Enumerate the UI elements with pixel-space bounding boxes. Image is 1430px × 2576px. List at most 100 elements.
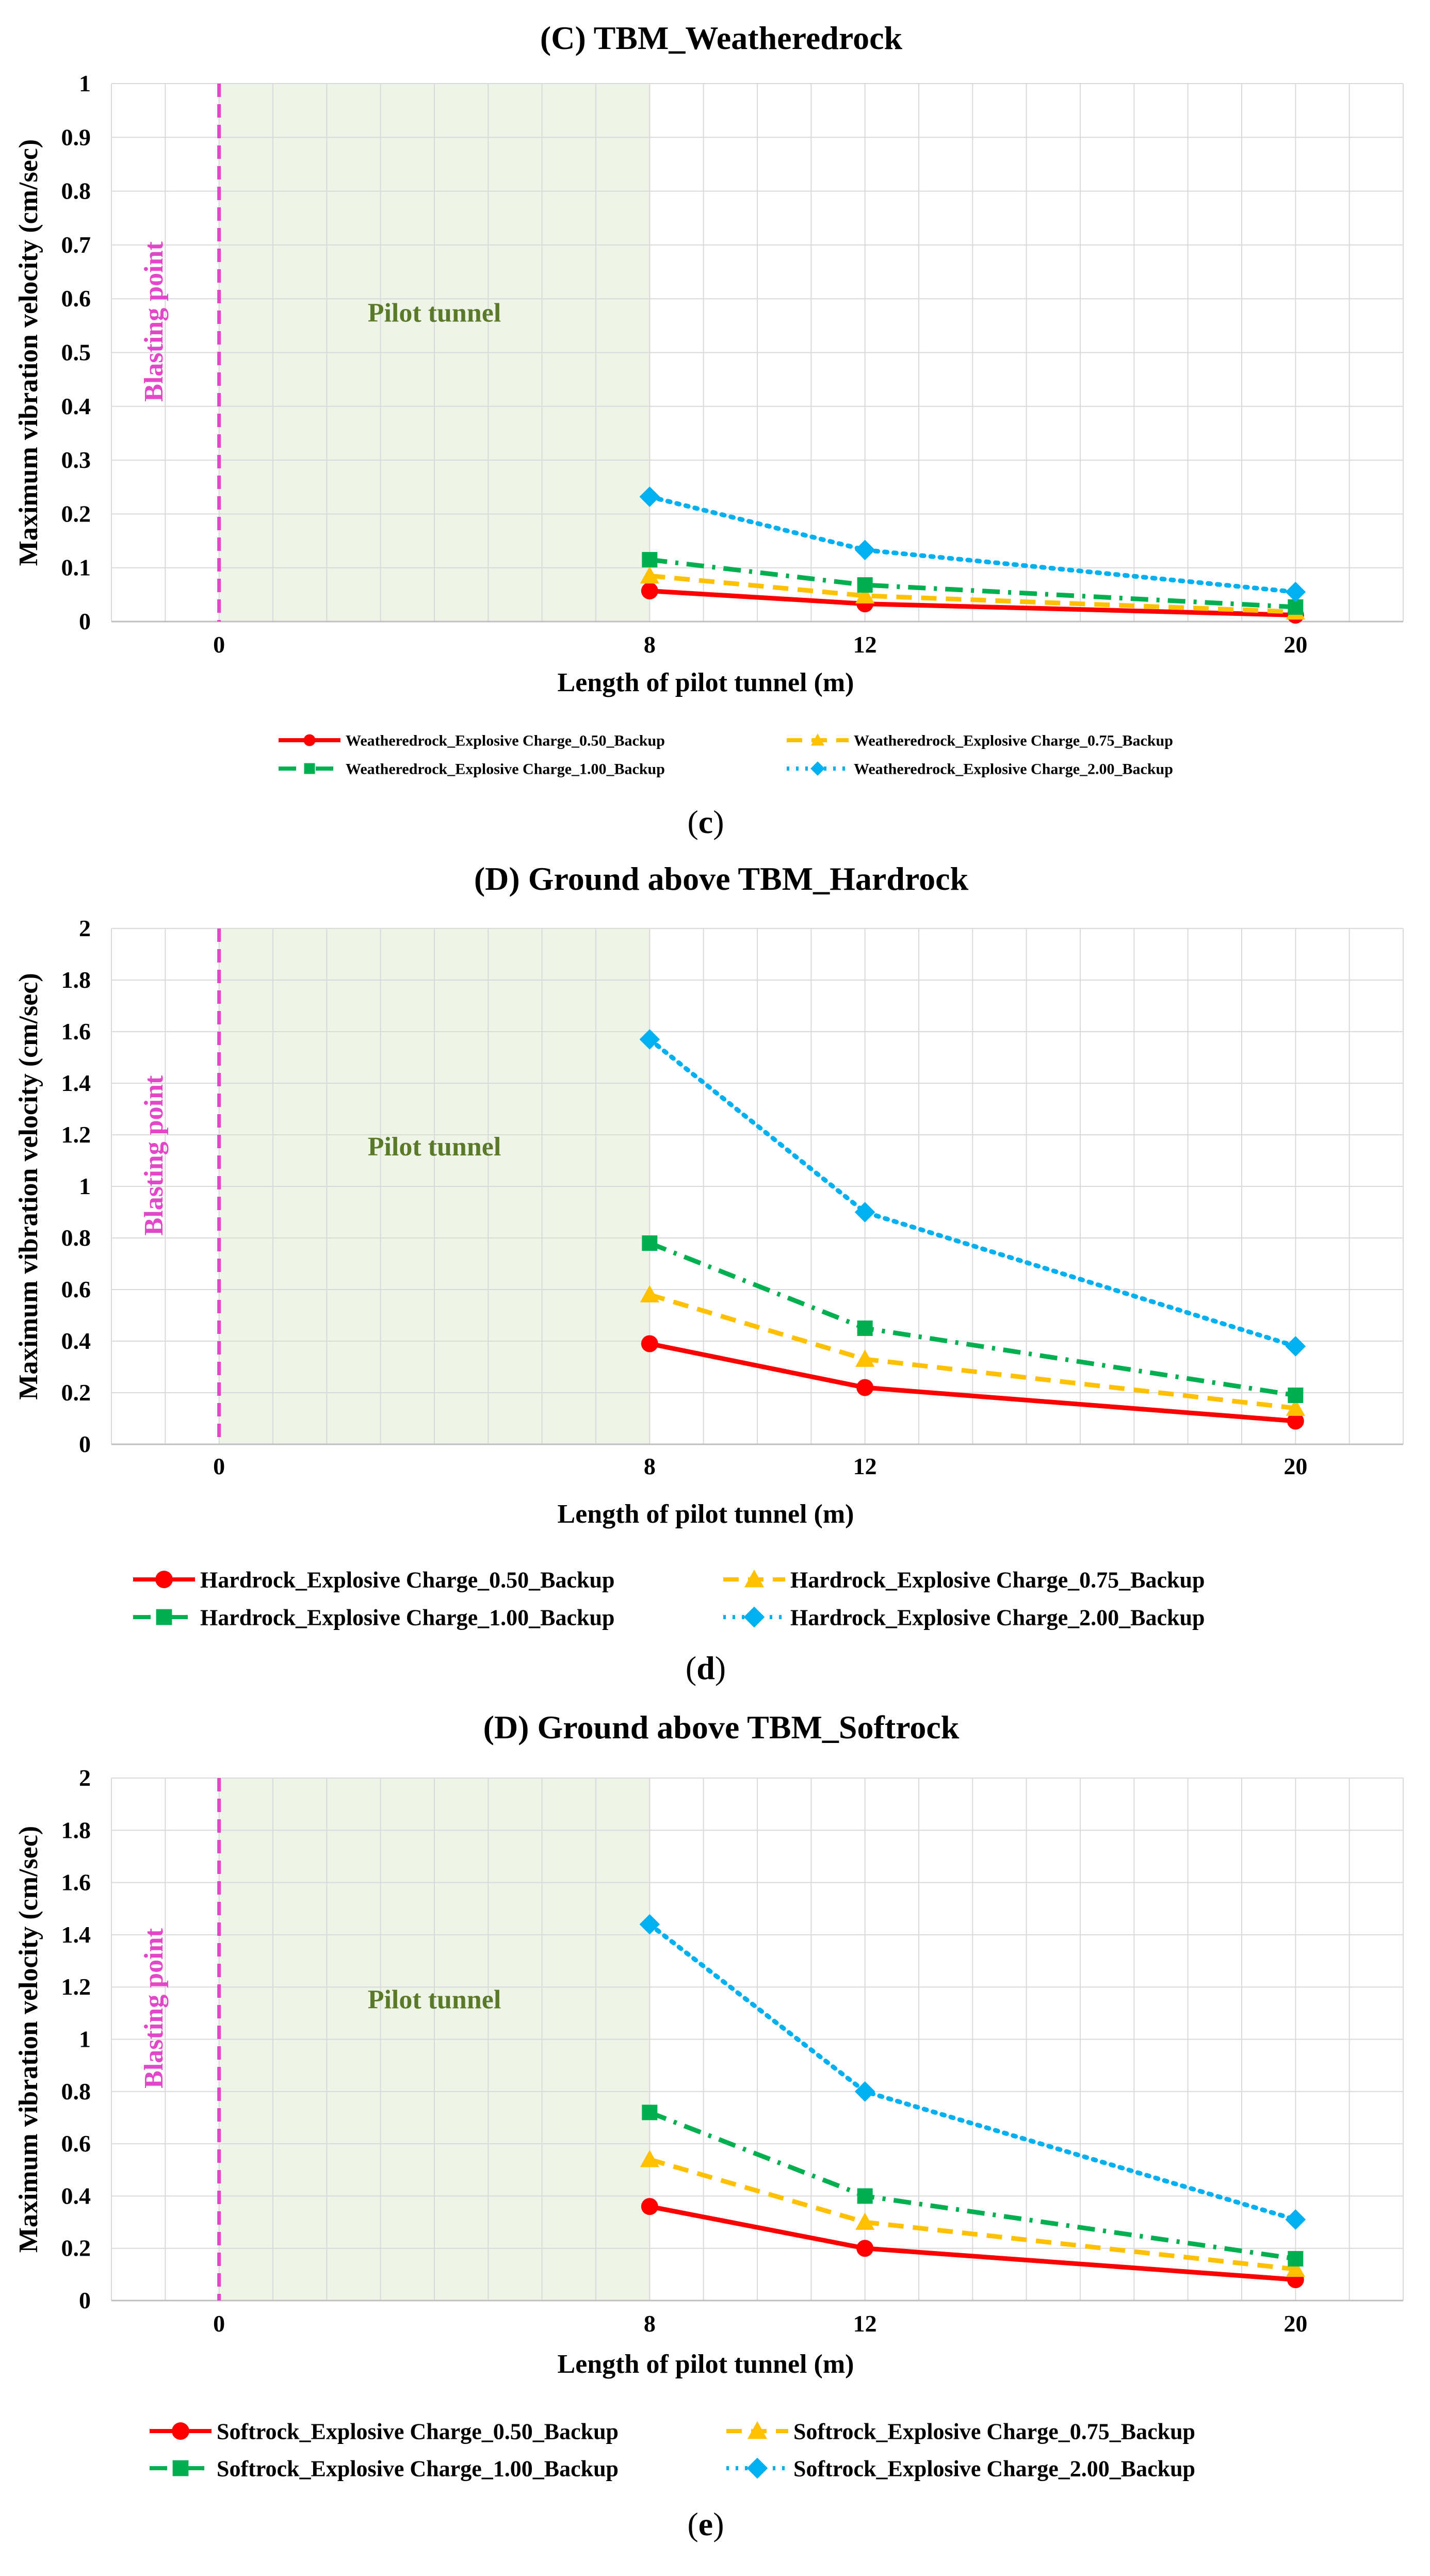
data-point-s3-1 [642, 2105, 658, 2121]
chart-title: (D) Ground above TBM_Hardrock [474, 860, 969, 897]
data-point-s3-2 [857, 1320, 873, 1336]
y-tick-label: 0.5 [61, 339, 91, 366]
y-tick-label: 0.6 [61, 285, 91, 312]
y-tick-label: 1 [79, 2026, 91, 2052]
y-tick-label: 0 [79, 608, 91, 634]
y-tick-label: 0.6 [61, 2130, 91, 2157]
y-tick-label: 1 [79, 70, 91, 96]
y-tick-label: 1 [79, 1173, 91, 1199]
y-axis-title: Maximum vibration velocity (cm/sec) [14, 973, 43, 1399]
x-tick-label: 8 [644, 1453, 656, 1479]
legend-label-4: Weatheredrock_Explosive Charge_2.00_Back… [854, 761, 1173, 778]
x-tick-label: 0 [213, 2310, 225, 2337]
data-point-s2-2 [855, 586, 875, 604]
legend-marker-3 [156, 1609, 172, 1625]
legend-marker-1 [172, 2422, 189, 2440]
data-point-s1-3 [1287, 1412, 1304, 1430]
legend-label-3: Hardrock_Explosive Charge_1.00_Backup [200, 1605, 614, 1630]
y-tick-label: 1.2 [61, 1974, 91, 2000]
blasting-point-label: Blasting point [139, 241, 169, 401]
data-point-s4-3 [1285, 1336, 1306, 1357]
data-point-s4-2 [854, 1202, 875, 1222]
series-line-4 [647, 1037, 1298, 1349]
legend-label-2: Weatheredrock_Explosive Charge_0.75_Back… [854, 732, 1173, 749]
blasting-point-label: Blasting point [139, 1928, 169, 2088]
y-tick-label: 0.4 [61, 393, 91, 419]
data-point-s1-2 [856, 1379, 874, 1396]
legend-label-3: Weatheredrock_Explosive Charge_1.00_Back… [346, 761, 665, 778]
legend-marker-2 [744, 1569, 765, 1588]
legend-marker-4 [810, 761, 825, 776]
y-tick-label: 0.2 [61, 2235, 91, 2261]
pilot-tunnel-label: Pilot tunnel [368, 1132, 501, 1162]
data-point-s3-2 [857, 2188, 873, 2204]
y-tick-label: 0.7 [61, 232, 91, 258]
data-point-s4-2 [854, 2081, 875, 2102]
data-point-s3-2 [857, 577, 873, 593]
y-axis-title: Maximum vibration velocity (cm/sec) [14, 1826, 43, 2253]
x-tick-label: 12 [853, 631, 877, 658]
y-tick-label: 1.6 [61, 1869, 91, 1896]
x-tick-label: 8 [644, 631, 656, 658]
legend-label-3: Softrock_Explosive Charge_1.00_Backup [217, 2456, 619, 2481]
data-point-s1-1 [641, 582, 658, 600]
x-tick-label: 20 [1283, 1453, 1307, 1479]
legend-marker-2 [810, 733, 825, 746]
legend-label-1: Hardrock_Explosive Charge_0.50_Backup [200, 1567, 614, 1592]
x-tick-label: 20 [1283, 631, 1307, 658]
chart-title: (C) TBM_Weatheredrock [540, 20, 903, 56]
y-tick-label: 1.6 [61, 1018, 91, 1045]
y-tick-label: 1.4 [61, 1070, 91, 1096]
y-tick-label: 0.4 [61, 1328, 91, 1354]
data-point-s4-1 [639, 486, 660, 507]
panel-label: (e) [687, 2506, 724, 2542]
y-tick-label: 0.1 [61, 555, 91, 581]
legend-marker-1 [155, 1571, 173, 1588]
data-point-s1-1 [641, 2198, 658, 2215]
data-point-s3-1 [642, 552, 658, 568]
chart-panel-e: (D) Ground above TBM_Softrock 0 0.2 0.4 0.6 0… [14, 1709, 1404, 2542]
legend-label-2: Hardrock_Explosive Charge_0.75_Backup [790, 1567, 1205, 1592]
legend-marker-4 [746, 2457, 768, 2479]
pilot-tunnel-label: Pilot tunnel [368, 1985, 501, 2015]
data-point-s2-1 [640, 2149, 659, 2167]
chart-panel-c: (C) TBM_Weatheredrock 0 0.1 0.2 0.3 0.4 0.5 0.6… [14, 20, 1404, 840]
data-point-s4-1 [639, 1914, 660, 1935]
x-axis-title: Length of pilot tunnel (m) [558, 1499, 854, 1529]
y-tick-label: 2 [79, 915, 91, 941]
data-point-s4-1 [639, 1029, 660, 1050]
y-tick-label: 2 [79, 1765, 91, 1791]
y-tick-label: 1.4 [61, 1921, 91, 1948]
x-tick-label: 20 [1283, 2310, 1307, 2337]
legend-marker-3 [172, 2460, 189, 2476]
data-point-s1-2 [856, 2240, 874, 2257]
y-tick-label: 0.8 [61, 1225, 91, 1251]
y-tick-label: 0.8 [61, 2078, 91, 2105]
legend-label-1: Softrock_Explosive Charge_0.50_Backup [217, 2419, 619, 2444]
x-tick-label: 0 [213, 631, 225, 658]
data-point-s4-3 [1285, 2209, 1306, 2230]
data-point-s3-3 [1288, 2251, 1304, 2267]
data-point-s4-2 [854, 540, 875, 561]
data-point-s2-2 [855, 2212, 875, 2230]
legend-marker-3 [304, 763, 315, 774]
y-tick-label: 0.6 [61, 1276, 91, 1302]
chart-title: (D) Ground above TBM_Softrock [483, 1709, 960, 1746]
y-tick-label: 0.2 [61, 1379, 91, 1406]
data-point-s2-3 [1286, 2259, 1305, 2277]
x-tick-label: 0 [213, 1453, 225, 1479]
legend-label-4: Hardrock_Explosive Charge_2.00_Backup [790, 1605, 1205, 1630]
pilot-tunnel-label: Pilot tunnel [368, 299, 501, 328]
y-tick-label: 0.4 [61, 2182, 91, 2209]
data-point-s2-3 [1286, 1398, 1305, 1416]
blasting-point-label: Blasting point [139, 1075, 169, 1235]
x-axis-title: Length of pilot tunnel (m) [558, 2350, 854, 2379]
data-point-s2-1 [640, 1285, 659, 1302]
panel-label: (d) [686, 1650, 726, 1686]
legend-marker-2 [747, 2421, 768, 2439]
y-axis-title: Maximum vibration velocity (cm/sec) [14, 139, 43, 566]
x-axis-title: Length of pilot tunnel (m) [558, 668, 854, 697]
series-line-2 [649, 573, 1296, 614]
legend-label-4: Softrock_Explosive Charge_2.00_Backup [793, 2456, 1195, 2481]
